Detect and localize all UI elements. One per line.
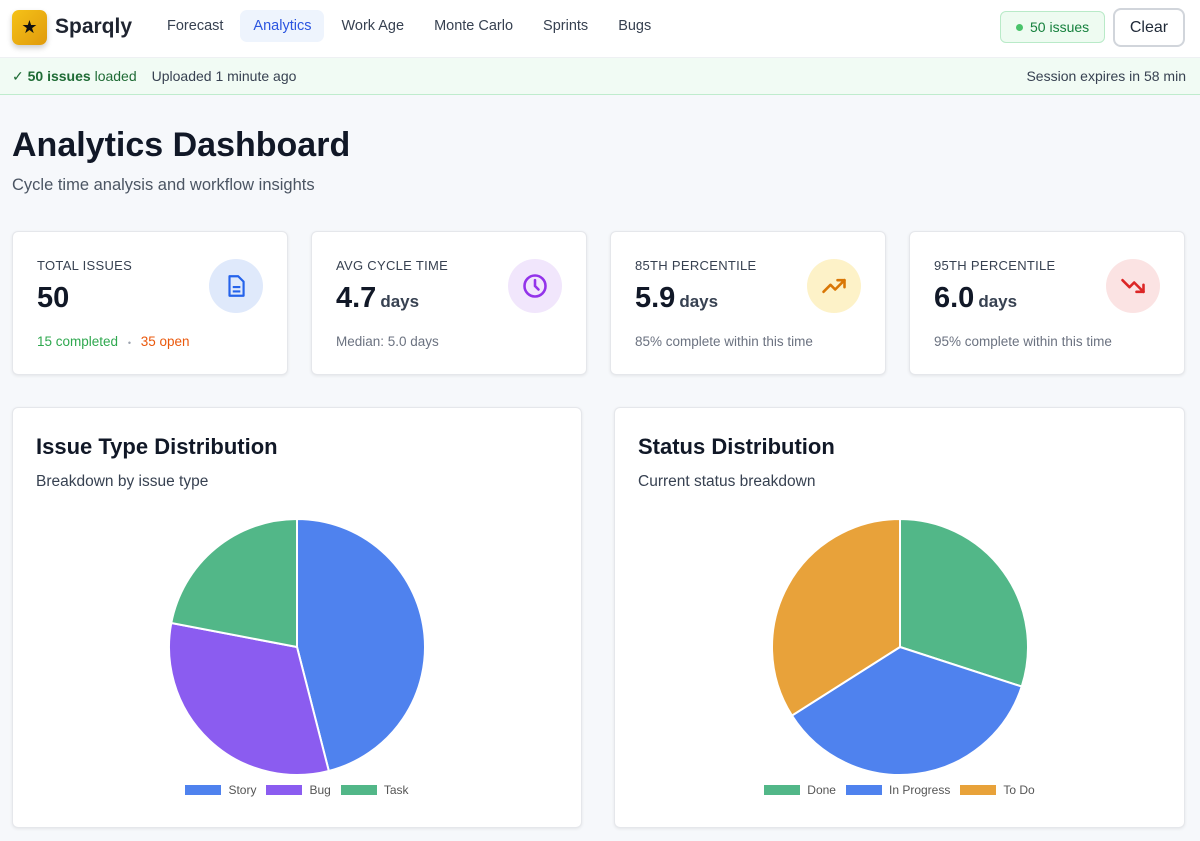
95th-percentile-card: 95TH PERCENTILE 6.0 days 95% complete wit… <box>909 231 1185 375</box>
clock-icon <box>508 259 562 313</box>
value-number: 6.0 <box>934 282 975 314</box>
nav-sprints[interactable]: Sprints <box>543 18 589 34</box>
nav-analytics[interactable]: Analytics <box>240 10 325 42</box>
nav-monte-carlo[interactable]: Monte Carlo <box>434 18 514 34</box>
page-title: Analytics Dashboard <box>12 126 351 164</box>
card-label: 85TH PERCENTILE <box>635 258 757 273</box>
legend-label: Story <box>228 783 257 797</box>
legend-swatch <box>340 785 377 795</box>
pie-slice-done[interactable] <box>899 517 1029 688</box>
status-chart-panel: Status Distribution Current status break… <box>614 407 1185 828</box>
legend-swatch <box>185 785 222 795</box>
value-number: 5.9 <box>635 282 676 314</box>
card-footer: 85% complete within this time <box>635 334 813 349</box>
status-pie-chart <box>771 517 1029 776</box>
legend-item[interactable]: Story <box>185 783 256 797</box>
card-label: TOTAL ISSUES <box>37 258 133 273</box>
card-footer: Median: 5.0 days <box>336 334 439 349</box>
chart-title: Issue Type Distribution <box>36 434 278 459</box>
upload-status-banner: ✓ 50 issues loaded Uploaded 1 minute ago… <box>0 58 1200 95</box>
brand-name[interactable]: Sparqly <box>55 15 133 38</box>
clear-button[interactable]: Clear <box>1113 8 1185 47</box>
loaded-status: ✓ 50 issues loaded <box>12 68 137 85</box>
card-value: 6.0 days <box>934 282 1017 315</box>
chart-subtitle: Breakdown by issue type <box>36 473 209 490</box>
legend-item[interactable]: To Do <box>960 783 1035 797</box>
value-unit: days <box>978 292 1018 311</box>
legend-swatch <box>266 785 303 795</box>
pie-slice-task[interactable] <box>170 517 298 649</box>
card-value: 4.7 days <box>336 282 419 315</box>
nav-work-age[interactable]: Work Age <box>341 18 405 34</box>
value-unit: days <box>679 292 719 311</box>
total-issues-card: TOTAL ISSUES 50 15 completed • 35 open <box>12 231 288 375</box>
issues-count-badge: 50 issues <box>1000 11 1106 43</box>
check-icon: ✓ <box>12 67 24 84</box>
legend-item[interactable]: In Progress <box>845 783 951 797</box>
legend-label: To Do <box>1003 783 1035 797</box>
chart-legend: Story Bug Task <box>13 783 581 797</box>
value-unit: days <box>380 292 420 311</box>
pie-slice-in-progress[interactable] <box>790 645 1023 776</box>
card-value: 5.9 days <box>635 282 718 315</box>
pie-slice-story[interactable] <box>296 517 426 773</box>
session-expiry: Session expires in 58 min <box>1026 68 1186 84</box>
avg-cycle-time-card: AVG CYCLE TIME 4.7 days Median: 5.0 days <box>311 231 587 375</box>
chart-title: Status Distribution <box>638 434 835 459</box>
chart-subtitle: Current status breakdown <box>638 473 816 490</box>
legend-label: Bug <box>309 783 331 797</box>
85th-percentile-card: 85TH PERCENTILE 5.9 days 85% complete wit… <box>610 231 886 375</box>
card-footer: 95% complete within this time <box>934 334 1112 349</box>
pie-slice-bug[interactable] <box>168 621 331 776</box>
chart-legend: Done In Progress To Do <box>615 783 1184 797</box>
loaded-label: loaded <box>94 67 137 84</box>
separator: • <box>127 338 131 348</box>
issue-type-chart-panel: Issue Type Distribution Breakdown by iss… <box>12 407 582 828</box>
legend-label: In Progress <box>888 783 951 797</box>
value-number: 4.7 <box>336 282 377 314</box>
issues-badge-label: 50 issues <box>1030 19 1090 35</box>
legend-item[interactable]: Task <box>340 783 409 797</box>
status-dot-icon <box>1016 23 1023 31</box>
nav-bugs[interactable]: Bugs <box>618 18 652 34</box>
legend-swatch <box>960 785 997 795</box>
trending-down-icon <box>1106 259 1160 313</box>
legend-label: Task <box>383 783 409 797</box>
legend-swatch <box>845 785 882 795</box>
main-nav: Forecast Analytics Work Age Monte Carlo … <box>154 10 664 42</box>
legend-label: Done <box>807 783 836 797</box>
legend-item[interactable]: Done <box>764 783 836 797</box>
issue-type-pie-chart <box>168 517 426 776</box>
uploaded-time: Uploaded 1 minute ago <box>151 68 297 84</box>
card-label: 95TH PERCENTILE <box>934 258 1056 273</box>
open-count: 35 open <box>140 334 190 349</box>
trending-up-icon <box>807 259 861 313</box>
completed-count: 15 completed <box>37 334 119 349</box>
sparqly-logo-icon[interactable]: ★ <box>12 10 47 45</box>
document-icon <box>209 259 263 313</box>
top-nav-bar: ★ Sparqly Forecast Analytics Work Age Mo… <box>0 0 1200 58</box>
card-value: 50 <box>37 282 70 314</box>
card-footer: 15 completed • 35 open <box>37 334 190 349</box>
pie-slice-to-do[interactable] <box>771 517 901 717</box>
legend-item[interactable]: Bug <box>266 783 331 797</box>
nav-forecast[interactable]: Forecast <box>167 18 224 34</box>
page-subtitle: Cycle time analysis and workflow insight… <box>12 176 315 194</box>
loaded-count: 50 issues <box>27 67 91 84</box>
legend-swatch <box>764 785 801 795</box>
card-label: AVG CYCLE TIME <box>336 258 449 273</box>
